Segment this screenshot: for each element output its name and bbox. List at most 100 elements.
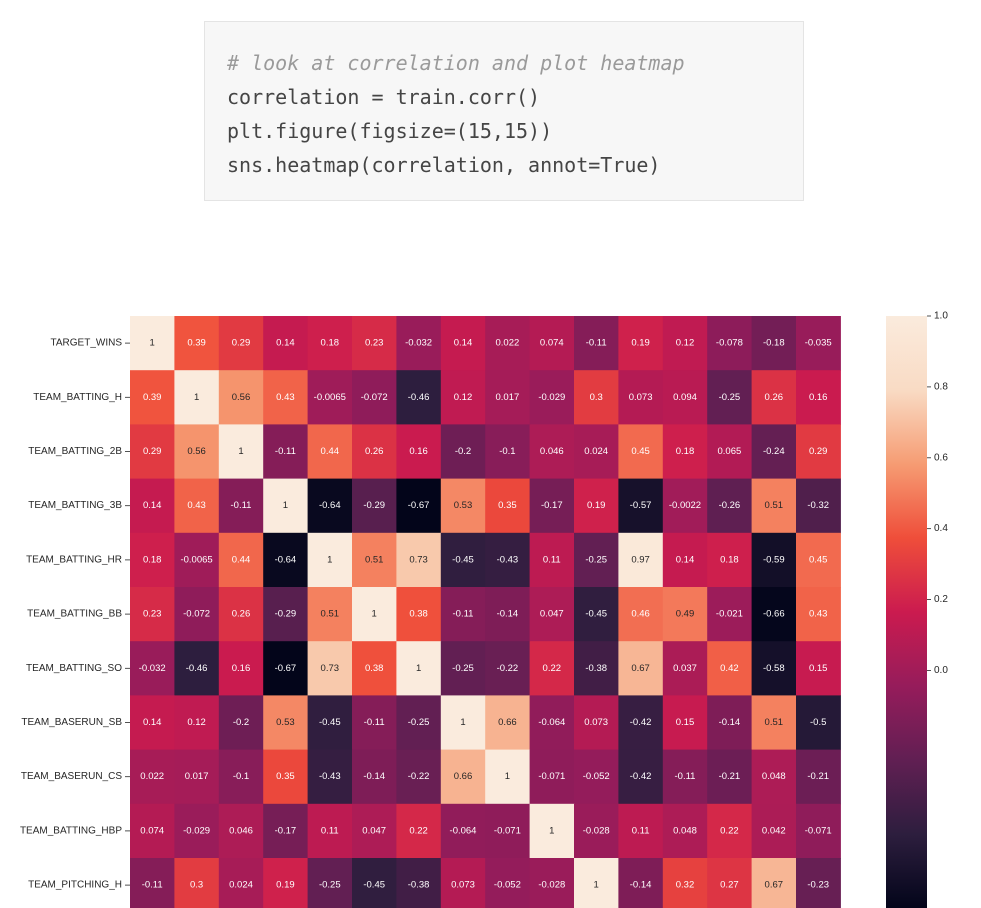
heatmap-cell [485,858,531,908]
cell-value-label: 0.022 [496,338,520,349]
cell-value-label: 0.024 [584,446,608,457]
cell-value-label: 0.15 [676,717,695,728]
cell-value-label: 0.16 [232,663,251,674]
heatmap-cell [796,532,841,588]
cell-value-label: 0.29 [143,446,162,457]
cell-value-label: 0.14 [676,554,695,565]
cell-value-label: -0.23 [807,880,829,891]
cell-value-label: -0.22 [497,663,519,674]
heatmap-cell [662,316,708,371]
heatmap-cell [529,695,575,751]
cell-value-label: -0.22 [408,771,430,782]
row-label: TEAM_BATTING_BB [27,609,122,620]
heatmap-cell [618,749,664,805]
cell-value-label: -0.32 [807,500,829,511]
cell-value-label: 0.66 [498,717,517,728]
cell-value-label: -0.0065 [180,554,212,565]
heatmap-cell [440,532,486,588]
cell-value-label: 0.45 [631,446,650,457]
row-label: TEAM_BATTING_SO [26,663,122,674]
cell-value-label: -0.66 [763,609,785,620]
cell-value-label: 0.51 [365,554,384,565]
cell-value-label: 0.49 [676,609,695,620]
heatmap-cell [263,370,309,425]
heatmap-cell [485,478,531,534]
heatmap-cell [174,316,220,371]
heatmap-cell [440,803,486,859]
cell-value-label: -0.38 [408,880,430,891]
heatmap-cell [529,858,575,908]
colorbar-tick-label: 0.8 [934,381,948,392]
cell-value-label: 0.017 [496,392,520,403]
heatmap-cell [263,424,309,480]
cell-value-label: 0.037 [673,663,697,674]
cell-value-label: 0.19 [276,880,295,891]
heatmap-cell [352,532,397,588]
cell-value-label: 0.14 [454,338,473,349]
cell-value-label: -0.2 [455,446,471,457]
cell-value-label: -0.11 [142,880,163,891]
heatmap-cell [485,370,531,425]
heatmap-cell [396,749,442,805]
code-cell[interactable]: # look at correlation and plot heatmap c… [204,21,804,201]
heatmap-cell [796,424,841,480]
cell-value-label: 0.12 [187,717,206,728]
cell-value-label: 0.97 [631,554,650,565]
heatmap-cell [529,316,575,371]
cell-value-label: 0.048 [673,825,697,836]
row-label: TEAM_BATTING_3B [28,500,122,511]
cell-value-label: 0.046 [540,446,564,457]
cell-value-label: -0.052 [583,771,610,782]
cell-value-label: -0.14 [630,880,652,891]
heatmap-cell [440,370,486,425]
cell-value-label: 1 [238,446,243,457]
cell-value-label: 1 [505,771,510,782]
heatmap-cell [618,370,664,425]
heatmap-cell [529,370,575,425]
cell-value-label: 0.16 [409,446,428,457]
heatmap-cell [396,641,442,696]
heatmap-cell [396,587,442,642]
heatmap-cell [485,532,531,588]
heatmap-cell [796,478,841,534]
cell-value-label: -0.25 [408,717,430,728]
cell-value-label: 0.22 [409,825,428,836]
cell-value-label: 0.046 [229,825,253,836]
colorbar-tick-label: 0.0 [934,665,948,676]
cell-value-label: 0.14 [276,338,295,349]
cell-value-label: 0.26 [765,392,784,403]
cell-value-label: -0.59 [763,554,785,565]
cell-value-label: 0.073 [451,880,475,891]
heatmap-cell [440,858,486,908]
heatmap-cell [130,803,175,859]
heatmap-cell [662,587,708,642]
heatmap-cell [174,803,220,859]
cell-value-label: 0.67 [631,663,650,674]
cell-value-label: 0.11 [632,825,650,836]
heatmap-cell [440,478,486,534]
cell-value-label: 0.38 [409,609,428,620]
cell-value-label: -0.21 [807,771,829,782]
cell-value-label: 0.073 [584,717,608,728]
cell-value-label: -0.021 [716,609,743,620]
row-label: TEAM_BASERUN_SB [21,717,122,728]
cell-value-label: -0.1 [233,771,249,782]
cell-value-label: 0.18 [321,338,340,349]
cell-value-label: 0.11 [543,554,561,565]
cell-value-label: 0.16 [809,392,828,403]
cell-value-label: 0.042 [762,825,786,836]
cell-value-label: -0.2 [233,717,249,728]
heatmap-cell [485,316,531,371]
heatmap-cell [662,532,708,588]
heatmap-cell [796,587,841,642]
heatmap-cell [751,803,797,859]
cell-value-label: -0.25 [452,663,474,674]
heatmap-cell [174,370,220,425]
heatmap-cell [707,478,753,534]
heatmap-cell [174,478,220,534]
heatmap-cell [618,803,664,859]
cell-value-label: -0.032 [139,663,166,674]
cell-value-label: 0.26 [365,446,384,457]
heatmap-cell [218,858,264,908]
heatmap-cell [218,695,264,751]
